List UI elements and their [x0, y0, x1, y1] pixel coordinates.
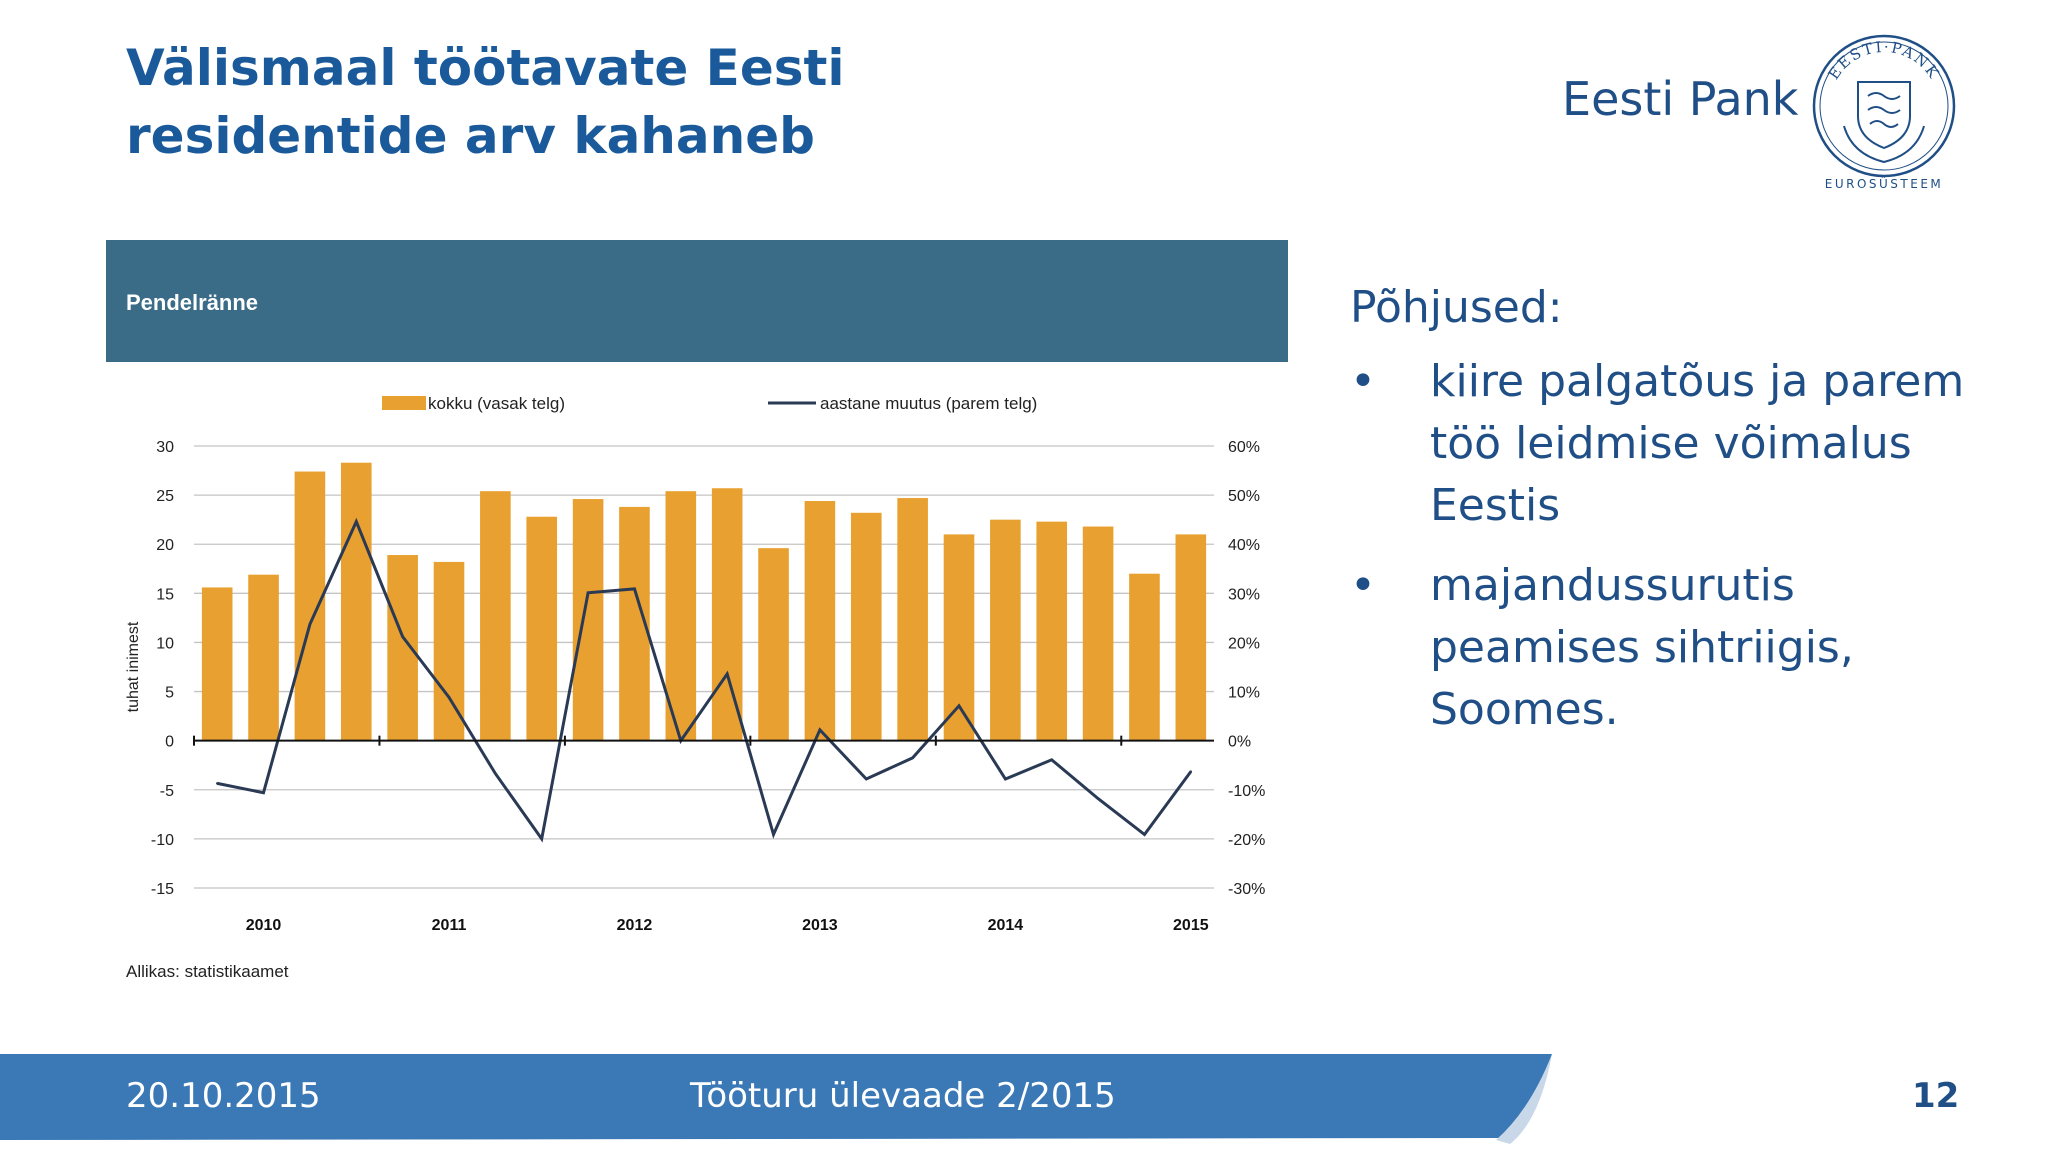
- line-point: [1004, 777, 1007, 781]
- line-point: [1189, 770, 1193, 773]
- line-point: [586, 591, 590, 595]
- bar: [480, 491, 511, 741]
- reasons-heading: Põhjused:: [1350, 282, 1563, 333]
- line-point: [540, 837, 543, 841]
- line-point: [447, 696, 451, 699]
- line-point: [1143, 833, 1146, 836]
- chart-bars: [201, 462, 1207, 741]
- line-point: [401, 635, 404, 638]
- x-tick-label: 2012: [617, 917, 653, 934]
- y-right-tick-label: 40%: [1228, 537, 1260, 554]
- y-right-tick-label: 20%: [1228, 635, 1260, 652]
- chart-panel-title: Pendelränne: [126, 290, 259, 315]
- bar: [990, 519, 1021, 741]
- bar: [340, 462, 372, 741]
- y-axis-label: tuhat inimest: [125, 621, 142, 712]
- chart-panel-header: Pendelränne: [106, 240, 1288, 362]
- y-left-tick-label: -5: [160, 783, 174, 800]
- reason-item: • majandussurutis peamises sihtriigis, S…: [1350, 555, 2000, 741]
- line-point: [633, 587, 636, 591]
- line-point: [818, 728, 822, 732]
- y-left-tick-label: 30: [156, 439, 174, 456]
- x-tick-label: 2010: [246, 917, 282, 934]
- x-tick-label: 2015: [1173, 917, 1209, 934]
- line-point: [957, 704, 961, 707]
- bar: [665, 491, 697, 741]
- brand-name: Eesti Pank: [1562, 72, 1799, 126]
- slide-title: Välismaal töötavate Eesti residentide ar…: [126, 39, 845, 165]
- line-point: [494, 772, 497, 775]
- eesti-pank-logo: EESTI·PANK EUROSÜSTEEM: [1812, 34, 1956, 191]
- reason-text: majandussurutis peamises sihtriigis, Soo…: [1430, 560, 1854, 735]
- y-left-tick-label: 0: [165, 734, 174, 751]
- footer: 20.10.2015 Tööturu ülevaade 2/2015 12: [0, 1054, 2048, 1144]
- page-number: 12: [1912, 1076, 1960, 1116]
- y-right-tick-label: 30%: [1228, 586, 1260, 603]
- y-right-tick-label: 50%: [1228, 488, 1260, 505]
- y-left-tick-label: 15: [156, 586, 174, 603]
- line-point: [215, 782, 219, 785]
- y-left-tick-label: 20: [156, 537, 174, 554]
- bar: [804, 501, 836, 741]
- y-left-tick-label: 25: [156, 488, 174, 505]
- reason-item: • kiire palgatõus ja parem töö leidmise …: [1350, 351, 2000, 537]
- y-left-tick-label: -15: [151, 881, 174, 898]
- bar: [433, 561, 465, 741]
- line-point: [1050, 758, 1053, 762]
- y-right-tick-label: 0%: [1228, 734, 1251, 751]
- bar: [526, 516, 558, 741]
- line-point: [911, 756, 914, 760]
- x-tick-label: 2014: [988, 917, 1024, 934]
- x-tick-label: 2011: [432, 917, 467, 934]
- footer-title: Tööturu ülevaade 2/2015: [690, 1076, 1116, 1116]
- line-series: [216, 517, 1193, 843]
- line-point: [725, 672, 729, 676]
- bar: [1129, 573, 1160, 741]
- y-right-tick-label: -10%: [1228, 783, 1265, 800]
- y-right-tick-label: 10%: [1228, 685, 1260, 702]
- legend-label: kokku (vasak telg): [428, 394, 565, 413]
- bar: [850, 512, 882, 741]
- pendelranne-chart: 302520151050-5-10-1560%50%40%30%20%10%0%…: [125, 394, 1265, 934]
- y-right-tick-label: -30%: [1228, 881, 1265, 898]
- line-point: [1096, 797, 1100, 800]
- bullet: •: [1350, 560, 1376, 611]
- logo-bottom-text: EUROSÜSTEEM: [1825, 175, 1944, 191]
- chart-axes: 302520151050-5-10-1560%50%40%30%20%10%0%…: [125, 439, 1265, 934]
- bar: [1082, 526, 1114, 741]
- footer-band: [0, 1054, 1552, 1144]
- bar: [711, 488, 743, 741]
- logo-ring-text: EESTI·PANK: [1824, 38, 1941, 83]
- y-left-tick-label: 10: [156, 635, 174, 652]
- bar: [201, 587, 233, 741]
- legend-label: aastane muutus (parem telg): [820, 394, 1037, 413]
- reasons-panel: Põhjused: • kiire palgatõus ja parem töö…: [1350, 282, 2000, 759]
- y-right-tick-label: -20%: [1228, 832, 1265, 849]
- line-point: [865, 777, 868, 781]
- bar: [758, 548, 789, 741]
- reason-text: kiire palgatõus ja parem töö leidmise võ…: [1430, 356, 1965, 531]
- chart-legend: kokku (vasak telg) aastane muutus (parem …: [382, 394, 1037, 413]
- line-point: [308, 623, 312, 626]
- legend-swatch-bar: [382, 396, 426, 410]
- y-left-tick-label: 5: [165, 685, 174, 702]
- line-point: [262, 791, 265, 794]
- bar: [248, 574, 279, 741]
- line-point: [355, 520, 358, 523]
- y-right-tick-label: 60%: [1228, 439, 1260, 456]
- y-left-tick-label: -10: [151, 832, 174, 849]
- bar: [294, 471, 326, 741]
- x-tick-label: 2013: [802, 917, 838, 934]
- bar: [943, 534, 975, 741]
- line-point: [772, 833, 775, 836]
- footer-date: 20.10.2015: [126, 1076, 321, 1116]
- bar: [1036, 521, 1068, 741]
- chart-source: Allikas: statistikaamet: [126, 962, 289, 981]
- bullet: •: [1350, 356, 1376, 407]
- bar: [387, 555, 418, 741]
- bar: [1175, 534, 1207, 741]
- svg-text:EESTI·PANK: EESTI·PANK: [1824, 38, 1943, 83]
- bar: [572, 499, 604, 741]
- bar: [897, 498, 928, 741]
